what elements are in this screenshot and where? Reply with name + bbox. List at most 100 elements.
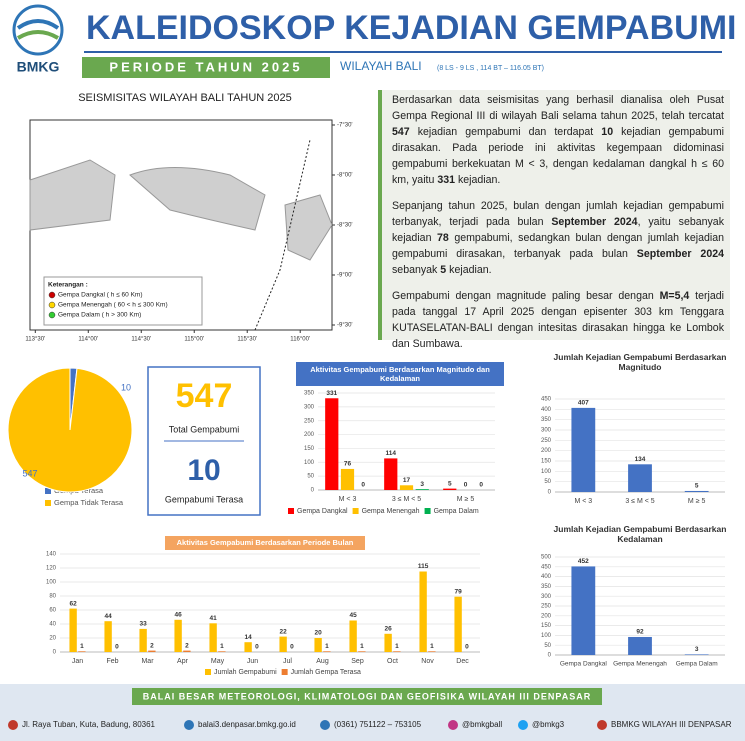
y-tick-label: 50 — [307, 474, 314, 480]
x-tick-label: Gempa Menengah — [613, 661, 667, 668]
text-run: sebanyak — [392, 264, 441, 276]
value-label: 44 — [105, 613, 113, 620]
y-tick-label: 450 — [541, 397, 552, 403]
y-tick-label: 100 — [541, 633, 552, 639]
x-tick-label: 3 ≤ M < 5 — [392, 496, 421, 503]
y-tick-label: 20 — [49, 636, 56, 642]
land-java — [29, 159, 116, 231]
legend-title: Keterangan : — [48, 282, 88, 289]
legend-label: Gempa Dangkal — [297, 508, 348, 515]
value-label: 46 — [175, 612, 183, 619]
y-tick-label: 200 — [541, 448, 552, 454]
contact: (0361) 751122 – 753105 — [334, 720, 422, 729]
y-tick-label: 200 — [304, 432, 315, 438]
y-tick-label: 150 — [304, 446, 315, 452]
y-tick-label: 250 — [304, 418, 315, 424]
main-title: KALEIDOSKOP KEJADIAN GEMPABUMI — [86, 9, 736, 47]
bar — [183, 650, 191, 652]
legend-label: Gempa Dalam — [434, 508, 479, 515]
value-label: 331 — [326, 390, 337, 397]
x-tick-label: May — [211, 658, 225, 665]
legend-label: Gempa Dalam ( h > 300 Km) — [58, 312, 141, 319]
contact-icon — [448, 720, 458, 730]
legend-swatch — [352, 508, 359, 514]
contact-icon — [8, 720, 18, 730]
y-tick-label: -9°30' — [337, 323, 353, 329]
x-tick-label: 114°00' — [78, 337, 98, 343]
value-label: 1 — [80, 643, 84, 650]
legend-marker — [48, 301, 56, 309]
legend-swatch — [45, 500, 51, 506]
bar — [279, 636, 287, 652]
paragraph: Sepanjang tahun 2025, bulan dengan jumla… — [392, 198, 724, 278]
bar — [323, 651, 331, 652]
bar — [415, 489, 429, 490]
legend-label: Gempa Menengah — [362, 508, 420, 515]
y-tick-label: 300 — [541, 428, 552, 434]
text-run: kejadian gempabumi dirasakan. Pada perio… — [392, 126, 725, 186]
contact: @bmkgball — [462, 720, 502, 729]
region-coords: (8 LS - 9 LS , 114 BT – 116.05 BT) — [437, 65, 544, 72]
x-tick-label: 3 ≤ M < 5 — [625, 498, 654, 505]
legend-swatch — [424, 508, 431, 514]
stat-felt: 10 — [187, 454, 220, 487]
x-tick-label: Dec — [456, 658, 469, 665]
value-label: 0 — [361, 482, 365, 489]
value-label: 134 — [635, 456, 646, 463]
stat-felt-label: Gempabumi Terasa — [165, 494, 243, 504]
x-tick-label: Oct — [387, 658, 398, 665]
value-label: 0 — [290, 644, 294, 651]
y-tick-label: 400 — [541, 574, 552, 580]
y-tick-label: 0 — [53, 650, 57, 656]
value-label: 115 — [418, 563, 429, 570]
logo-text: BMKG — [17, 59, 60, 75]
bar — [628, 464, 652, 492]
y-tick-label: -9°00' — [337, 273, 353, 279]
bar — [684, 654, 709, 655]
value-label: 76 — [344, 461, 352, 468]
value-label: 0 — [465, 644, 469, 651]
x-tick-label: Sep — [351, 658, 364, 665]
summary-text: Berdasarkan data seismisitas yang berhas… — [378, 90, 730, 350]
text-run: gempabumi, sedangkan bulan dengan jumlah… — [392, 232, 725, 260]
x-tick-label: 114°30' — [131, 337, 151, 343]
legend-box — [43, 276, 203, 326]
y-tick-label: 150 — [541, 459, 552, 465]
legend-marker — [48, 311, 56, 319]
bar — [358, 651, 366, 652]
land-lombok — [284, 194, 333, 261]
title-band — [165, 536, 365, 550]
value-label: 407 — [578, 400, 589, 407]
x-tick-label: M ≥ 5 — [457, 496, 475, 503]
legend-label: Gempa Menengah ( 60 < h ≤ 300 Km) — [58, 302, 168, 309]
contact: @bmkg3 — [532, 720, 565, 729]
legend-label: Gempa Tidak Terasa — [54, 498, 124, 507]
y-tick-label: -7°30' — [337, 123, 353, 129]
y-tick-label: -8°30' — [337, 223, 353, 229]
y-tick-label: 300 — [541, 594, 552, 600]
fault-line — [254, 139, 311, 331]
bar — [384, 458, 398, 490]
bar — [174, 619, 182, 652]
y-tick-label: 0 — [548, 490, 552, 496]
contact: BBMKG WILAYAH III DENPASAR — [611, 720, 732, 729]
value-label: 0 — [464, 482, 468, 489]
y-tick-label: -8°00' — [337, 173, 353, 179]
value-label: 0 — [255, 644, 259, 651]
bar — [325, 398, 339, 490]
value-label: 3 — [695, 646, 699, 653]
pie-slice — [7, 367, 133, 493]
value-label: 14 — [245, 634, 253, 641]
stat-total: 547 — [176, 377, 233, 415]
y-tick-label: 60 — [49, 608, 56, 614]
x-tick-label: 115°30' — [237, 337, 257, 343]
x-tick-label: Gempa Dalam — [676, 661, 718, 668]
contact: Jl. Raya Tuban, Kuta, Badung, 80361 — [22, 720, 156, 729]
chart-title: Aktivitas Gempabumi Berdasarkan Periode … — [176, 538, 354, 547]
bold-text: 10 — [601, 126, 614, 138]
period: PERIODE TAHUN 2025 — [109, 59, 302, 74]
contact: balai3.denpasar.bmkg.go.id — [198, 720, 296, 729]
title-band — [296, 362, 504, 386]
text-run: , yaitu sebanyak kejadian — [392, 216, 724, 244]
